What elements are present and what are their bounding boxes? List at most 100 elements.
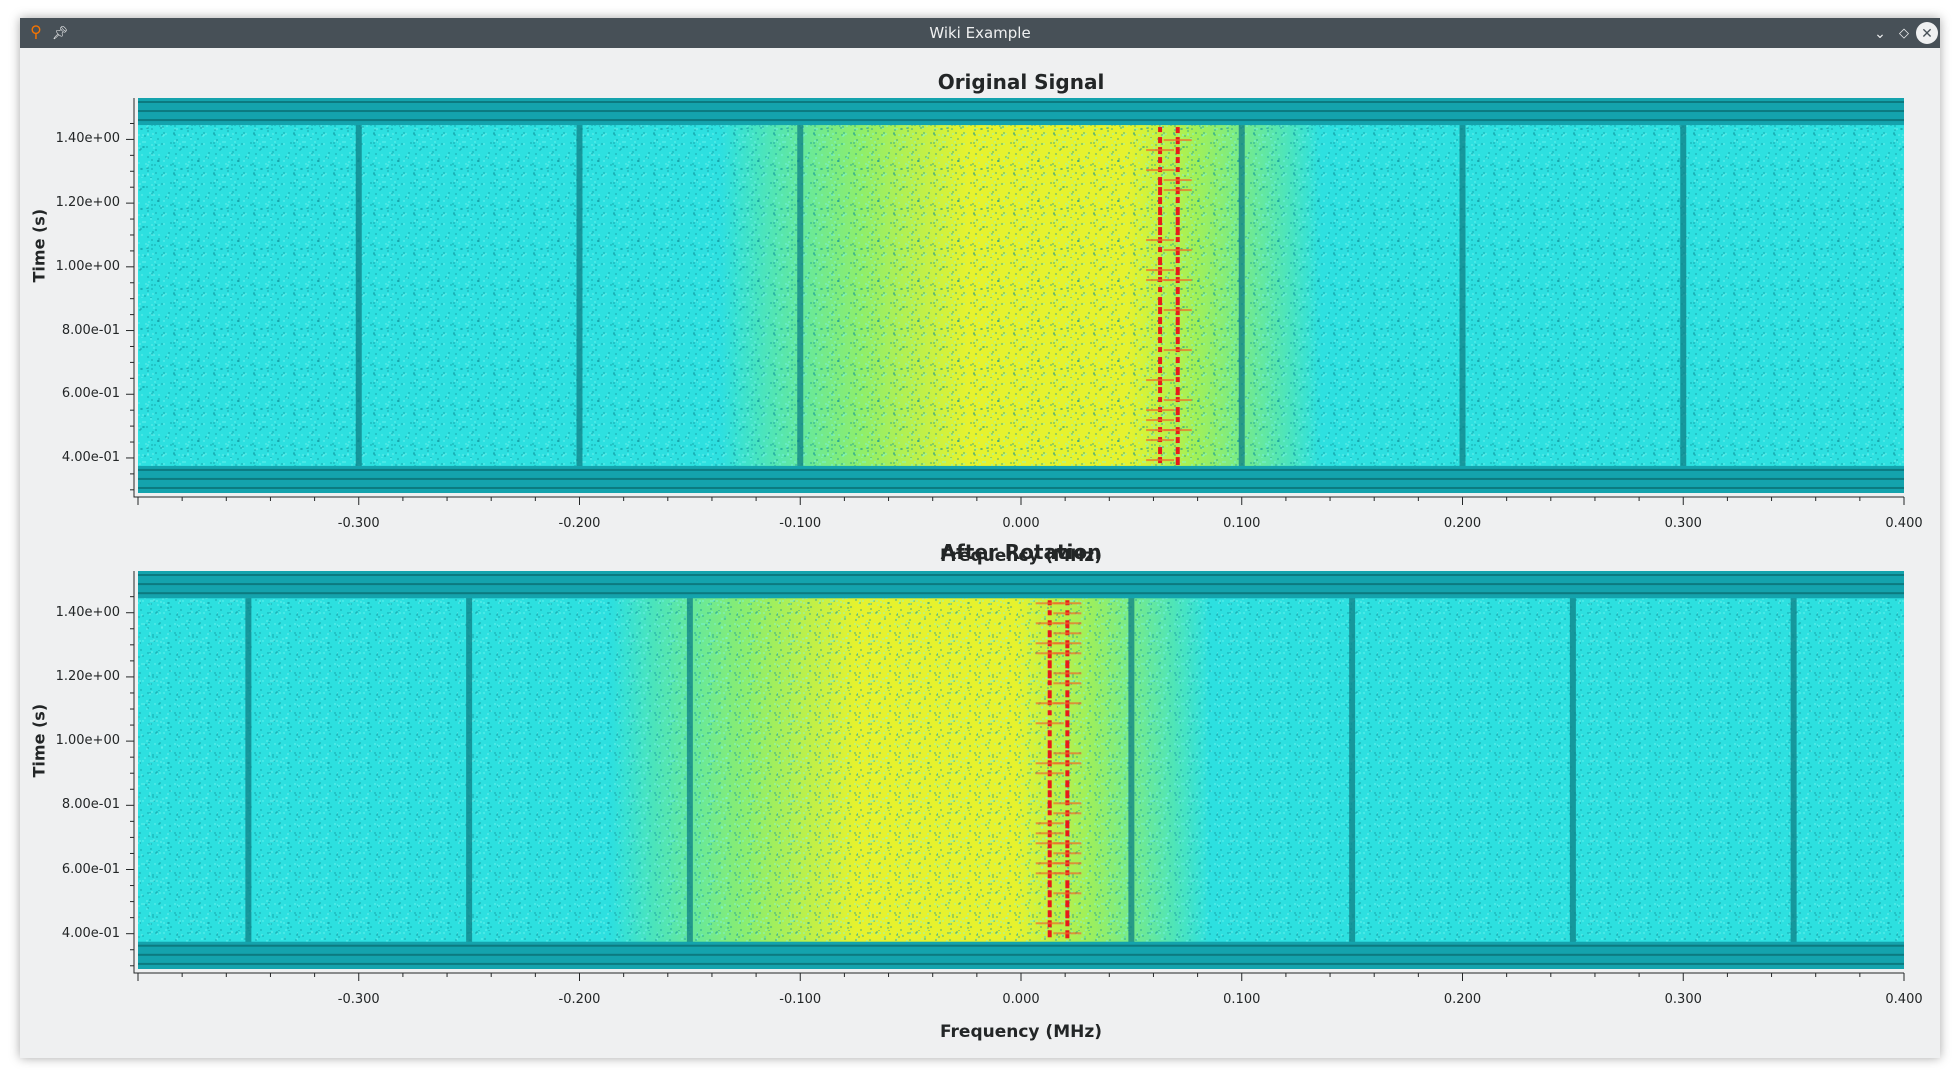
tone-spread bbox=[1146, 149, 1175, 152]
tone-trace bbox=[1175, 287, 1180, 295]
tone-trace bbox=[1175, 217, 1180, 226]
tone-spread bbox=[1053, 642, 1082, 645]
x-tick-label: 0.300 bbox=[1664, 992, 1702, 1007]
tone-spread bbox=[1053, 932, 1082, 935]
tone-trace bbox=[1175, 167, 1180, 173]
tone-trace bbox=[1175, 237, 1180, 243]
tone-trace bbox=[1175, 297, 1180, 306]
tone-trace bbox=[1158, 127, 1163, 133]
tone-trace bbox=[1047, 680, 1052, 686]
tone-trace bbox=[1158, 287, 1163, 293]
strip-line bbox=[138, 468, 1904, 471]
diamond-icon[interactable]: ◇ bbox=[1899, 25, 1909, 40]
tone-trace bbox=[1175, 197, 1180, 204]
noise-texture bbox=[138, 571, 1904, 969]
x-tick-label: 0.200 bbox=[1443, 992, 1482, 1007]
strip-line bbox=[138, 962, 1904, 965]
tone-trace bbox=[1158, 207, 1163, 216]
tone-trace bbox=[1047, 810, 1052, 816]
tone-trace bbox=[1175, 207, 1180, 216]
spur-line bbox=[1128, 571, 1135, 969]
tone-trace bbox=[1158, 397, 1163, 403]
chevron-down-icon[interactable]: ⌄ bbox=[1874, 25, 1886, 41]
spur-line bbox=[686, 571, 693, 969]
tone-trace bbox=[1047, 790, 1052, 798]
tone-trace bbox=[1047, 890, 1052, 898]
y-tick-label: 8.00e-01 bbox=[61, 797, 120, 813]
spur-line bbox=[245, 571, 252, 969]
tone-spread bbox=[1163, 249, 1192, 252]
spur-line bbox=[576, 98, 583, 493]
window-title: Wiki Example bbox=[929, 24, 1031, 42]
x-tick-label: 0.100 bbox=[1223, 516, 1261, 531]
x-tick-label: 0.100 bbox=[1223, 992, 1261, 1007]
tone-trace bbox=[1175, 337, 1180, 345]
x-tick-label: -0.100 bbox=[779, 516, 822, 531]
y-tick-label: 1.20e+00 bbox=[55, 195, 120, 211]
tone-spread bbox=[1053, 652, 1082, 655]
tone-trace bbox=[1065, 780, 1070, 788]
close-icon[interactable]: ✕ bbox=[1916, 22, 1938, 44]
x-tick-label: -0.200 bbox=[558, 992, 601, 1007]
tone-trace bbox=[1175, 387, 1180, 396]
y-tick-label: 1.40e+00 bbox=[55, 131, 120, 147]
tone-trace bbox=[1158, 247, 1163, 253]
y-tick-label: 6.00e-01 bbox=[61, 861, 120, 877]
tone-trace bbox=[1047, 780, 1052, 789]
strip-line bbox=[138, 101, 1904, 103]
tone-spread bbox=[1163, 429, 1192, 432]
tone-spread bbox=[1053, 682, 1082, 685]
spur-line bbox=[1238, 98, 1245, 493]
tone-spread bbox=[1163, 349, 1192, 352]
tone-trace bbox=[1158, 367, 1163, 374]
app-window: ⚲ 📌︎ Wiki Example ⌄ ◇ ✕ Original Signal … bbox=[20, 18, 1940, 1058]
tone-trace bbox=[1158, 217, 1163, 226]
x-tick-label: 0.200 bbox=[1443, 516, 1482, 531]
waterfall-canvas[interactable] bbox=[138, 571, 1904, 969]
tone-spread bbox=[1146, 409, 1175, 412]
tone-trace bbox=[1065, 720, 1070, 728]
y-tick-label: 6.00e-01 bbox=[61, 386, 120, 402]
tone-trace bbox=[1175, 147, 1180, 155]
x-tick-label: -0.300 bbox=[337, 516, 380, 531]
tone-trace bbox=[1175, 267, 1180, 276]
gnuradio-icon[interactable]: ⚲ bbox=[30, 24, 42, 41]
spur-line bbox=[797, 98, 804, 493]
tone-trace bbox=[1065, 910, 1070, 919]
tone-trace bbox=[1047, 740, 1052, 749]
tone-spread bbox=[1053, 702, 1082, 705]
window-titlebar[interactable]: ⚲ 📌︎ Wiki Example ⌄ ◇ ✕ bbox=[20, 18, 1940, 48]
strip-line bbox=[138, 110, 1904, 113]
tone-trace bbox=[1158, 387, 1163, 394]
tone-spread bbox=[1035, 832, 1064, 835]
tone-spread bbox=[1146, 439, 1175, 442]
strip-line bbox=[138, 574, 1904, 576]
tone-trace bbox=[1158, 187, 1163, 196]
tone-trace bbox=[1047, 630, 1052, 638]
tone-spread bbox=[1146, 379, 1175, 382]
tone-spread bbox=[1146, 419, 1175, 422]
tone-spread bbox=[1035, 772, 1064, 775]
tone-spread bbox=[1146, 459, 1175, 462]
tone-trace bbox=[1047, 800, 1052, 809]
tone-spread bbox=[1146, 239, 1175, 242]
tone-spread bbox=[1035, 822, 1064, 825]
tone-trace bbox=[1158, 327, 1163, 335]
x-axis-label: Frequency (MHz) bbox=[940, 546, 1102, 566]
tone-trace bbox=[1047, 610, 1052, 616]
waterfall-canvas[interactable] bbox=[138, 98, 1904, 493]
tone-trace bbox=[1175, 317, 1180, 326]
tone-trace bbox=[1175, 417, 1180, 423]
tone-trace bbox=[1158, 317, 1163, 325]
spur-line bbox=[1349, 571, 1356, 969]
tone-spread bbox=[1035, 922, 1064, 925]
tone-trace bbox=[1158, 447, 1163, 455]
tone-trace bbox=[1158, 337, 1163, 344]
pin-icon[interactable]: 📌︎ bbox=[51, 25, 69, 40]
tone-spread bbox=[1053, 852, 1082, 855]
tone-spread bbox=[1163, 189, 1192, 192]
tone-trace bbox=[1158, 297, 1163, 306]
tone-spread bbox=[1163, 279, 1192, 282]
tone-trace bbox=[1158, 177, 1163, 186]
y-tick-label: 1.00e+00 bbox=[55, 258, 120, 274]
